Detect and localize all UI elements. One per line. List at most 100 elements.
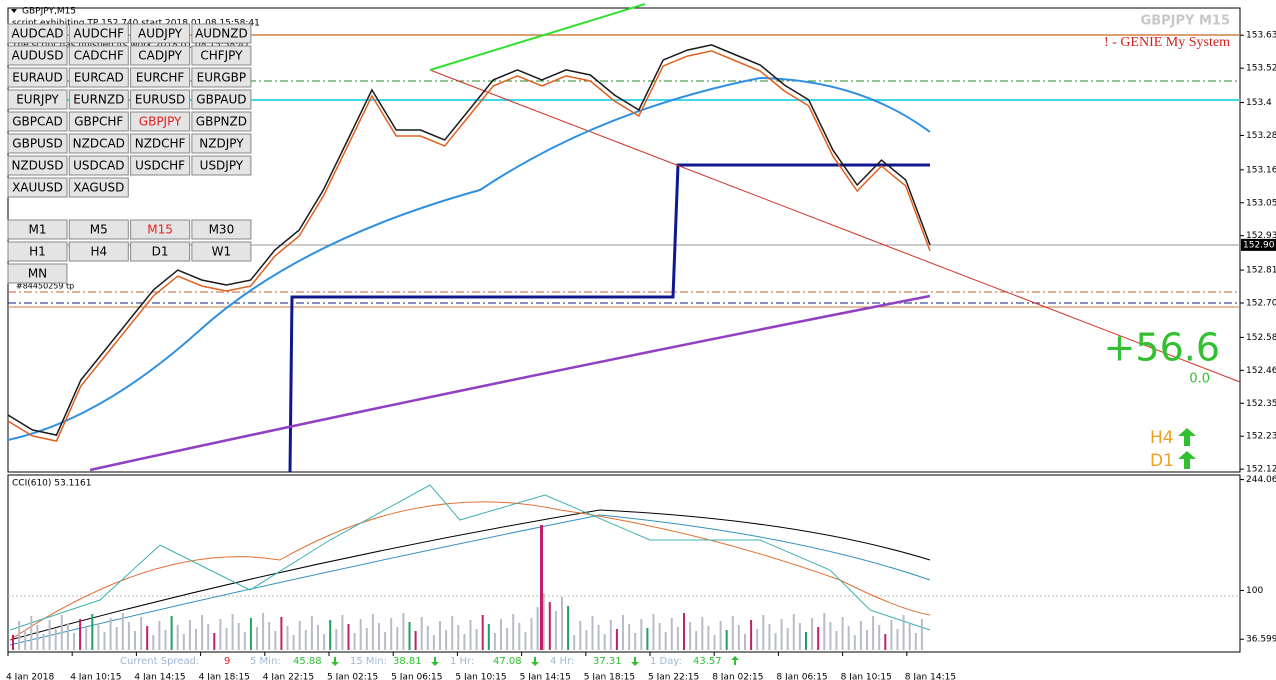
volume-bar [323, 634, 326, 650]
button[interactable] [130, 89, 191, 110]
button-label[interactable]: XAUUSD [12, 181, 63, 195]
button[interactable] [191, 219, 252, 240]
button[interactable] [7, 263, 68, 284]
button-label[interactable]: NZDCHF [135, 137, 186, 151]
button[interactable] [7, 67, 68, 88]
button[interactable] [130, 111, 191, 132]
button-label[interactable]: AUDCAD [11, 27, 63, 41]
volume-bar [524, 632, 527, 650]
volume-bar [36, 625, 39, 650]
order-label: #84450259 tp [16, 282, 74, 291]
button-label[interactable]: GBPNZD [196, 115, 247, 129]
button-label[interactable]: AUDUSD [12, 49, 64, 63]
button[interactable] [130, 155, 191, 176]
button[interactable] [191, 67, 252, 88]
button[interactable] [7, 133, 68, 154]
button-label[interactable]: XAGUSD [73, 181, 124, 195]
button-label[interactable]: GBPAUD [196, 93, 246, 107]
button[interactable] [130, 241, 191, 262]
button[interactable] [68, 219, 129, 240]
button[interactable] [7, 111, 68, 132]
button[interactable] [7, 219, 68, 240]
button-label[interactable]: USDCHF [135, 159, 185, 173]
button[interactable] [130, 133, 191, 154]
button[interactable] [191, 155, 252, 176]
button-label[interactable]: M1 [29, 223, 47, 237]
button[interactable] [191, 89, 252, 110]
button[interactable] [191, 241, 252, 262]
button-label[interactable]: NZDCAD [73, 137, 125, 151]
button[interactable] [68, 67, 129, 88]
button-label[interactable]: USDJPY [200, 159, 244, 173]
button-label[interactable]: EURNZD [73, 93, 124, 107]
status-label: 15 Min: [350, 656, 387, 667]
button-label[interactable]: H1 [29, 245, 46, 259]
button-label[interactable]: AUDCHF [74, 27, 125, 41]
button-label[interactable]: USDCAD [73, 159, 124, 173]
indicator-frame [7, 474, 1241, 653]
button[interactable] [68, 111, 129, 132]
button[interactable] [7, 45, 68, 66]
button-label[interactable]: D1 [152, 245, 169, 259]
button-label[interactable]: AUDJPY [138, 27, 183, 41]
button[interactable] [68, 89, 129, 110]
button[interactable] [130, 67, 191, 88]
button-label[interactable]: GBPCAD [12, 115, 63, 129]
button[interactable] [68, 133, 129, 154]
button-label[interactable]: CADCHF [74, 49, 124, 63]
indicator-line [9, 509, 931, 641]
button[interactable] [7, 23, 68, 44]
button-label[interactable]: MN [28, 267, 47, 281]
volume-bar [79, 619, 82, 650]
button-label[interactable]: EURUSD [135, 93, 185, 107]
button-label[interactable]: M5 [90, 223, 108, 237]
button-label[interactable]: GBPJPY [139, 115, 182, 129]
button[interactable] [68, 45, 129, 66]
y-tick-label: 244.060 [1246, 475, 1276, 485]
window-title: GBPJPY,M15 [22, 7, 76, 17]
button-label[interactable]: NZDJPY [199, 137, 244, 151]
button-label[interactable]: M30 [209, 223, 235, 237]
button-label[interactable]: AUDNZD [195, 27, 248, 41]
button[interactable] [68, 23, 129, 44]
button[interactable] [7, 89, 68, 110]
tp-line [288, 163, 930, 473]
button-label[interactable]: CHFJPY [200, 49, 243, 63]
button-label[interactable]: GBPCHF [74, 115, 123, 129]
volume-bar [664, 632, 667, 650]
button[interactable] [191, 23, 252, 44]
button[interactable] [191, 111, 252, 132]
y-tick-label: 152.120 [1246, 465, 1276, 475]
indicator-line [9, 514, 931, 646]
button[interactable] [191, 45, 252, 66]
button[interactable] [130, 219, 191, 240]
button-label[interactable]: NZDUSD [11, 159, 63, 173]
volume-bar [890, 620, 893, 650]
button-label[interactable]: GBPUSD [12, 137, 62, 151]
button-label[interactable]: CADJPY [138, 49, 182, 63]
button-label[interactable]: EURJPY [16, 93, 59, 107]
button[interactable] [130, 45, 191, 66]
button-label[interactable]: EURAUD [12, 71, 62, 85]
volume-bar [176, 625, 179, 650]
x-tick-label: 5 Jan 10:15 [455, 673, 506, 680]
button[interactable] [68, 155, 129, 176]
button[interactable] [7, 155, 68, 176]
button[interactable] [191, 133, 252, 154]
profit-sub: 0.0 [1189, 372, 1210, 387]
button-label[interactable]: EURGBP [197, 71, 246, 85]
button[interactable] [68, 241, 129, 262]
button-label[interactable]: M15 [147, 223, 173, 237]
brand-system: ! - GENIE My System [1104, 35, 1230, 50]
button-label[interactable]: EURCHF [136, 71, 185, 85]
button[interactable] [130, 23, 191, 44]
button-label[interactable]: W1 [212, 245, 232, 259]
volume-bar [786, 628, 789, 650]
button[interactable] [7, 177, 68, 198]
volume-bar [506, 628, 509, 650]
button-label[interactable]: H4 [90, 245, 107, 259]
button-label[interactable]: EURCAD [74, 71, 124, 85]
button[interactable] [7, 241, 68, 262]
volume-bar [12, 635, 14, 650]
button[interactable] [68, 177, 129, 198]
